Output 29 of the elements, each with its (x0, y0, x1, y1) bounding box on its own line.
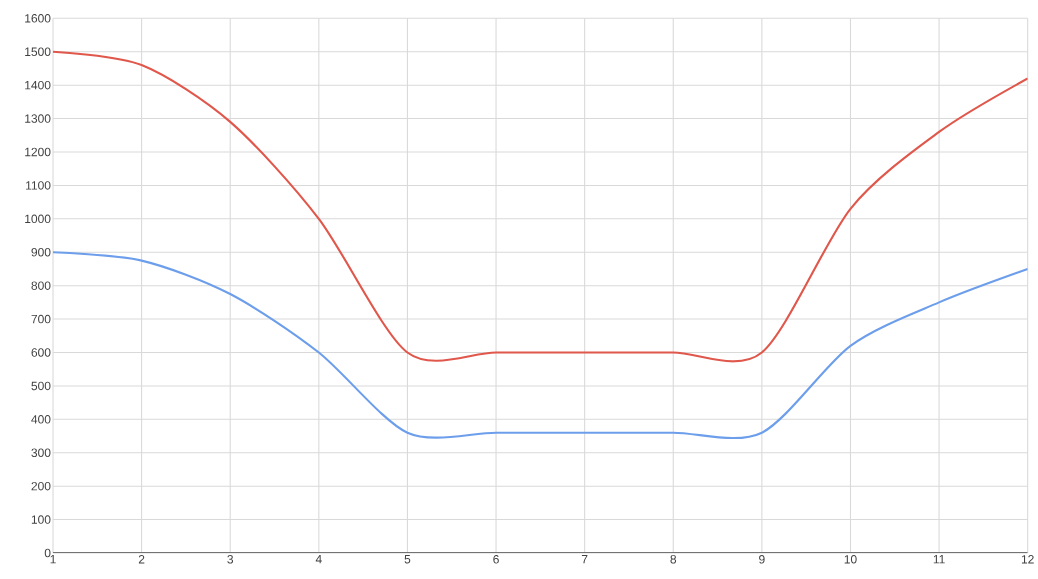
x-tick-label: 9 (759, 555, 765, 564)
y-tick-label: 300 (31, 448, 51, 458)
x-tick-label: 12 (1021, 555, 1034, 564)
y-tick-label: 900 (31, 247, 51, 257)
y-tick-label: 700 (31, 314, 51, 324)
y-tick-label: 0 (44, 548, 51, 558)
y-tick-label: 1100 (26, 181, 51, 190)
x-tick-label: 11 (933, 555, 945, 564)
x-tick-label: 8 (670, 555, 677, 564)
x-tick-label: 5 (404, 555, 411, 564)
x-tick-label: 6 (493, 555, 499, 564)
y-tick-label: 500 (31, 381, 51, 391)
x-tick-label: 2 (138, 555, 145, 564)
y-tick-label: 1400 (25, 80, 51, 90)
y-tick-label: 1200 (25, 147, 51, 157)
y-tick-label: 100 (31, 515, 51, 524)
x-tick-label: 7 (581, 555, 588, 564)
y-tick-label: 1300 (25, 114, 51, 123)
x-tick-label: 1 (50, 555, 56, 564)
y-tick-label: 400 (31, 415, 51, 424)
y-tick-label: 800 (31, 281, 51, 290)
y-tick-label: 600 (31, 348, 51, 357)
x-tick-label: 4 (315, 555, 322, 564)
y-tick-label: 1500 (25, 47, 51, 56)
y-tick-label: 200 (31, 481, 51, 491)
y-tick-label: 1000 (25, 214, 51, 224)
x-tick-label: 3 (227, 555, 234, 564)
y-tick-label: 1600 (25, 14, 51, 23)
x-tick-label: 10 (844, 555, 857, 564)
